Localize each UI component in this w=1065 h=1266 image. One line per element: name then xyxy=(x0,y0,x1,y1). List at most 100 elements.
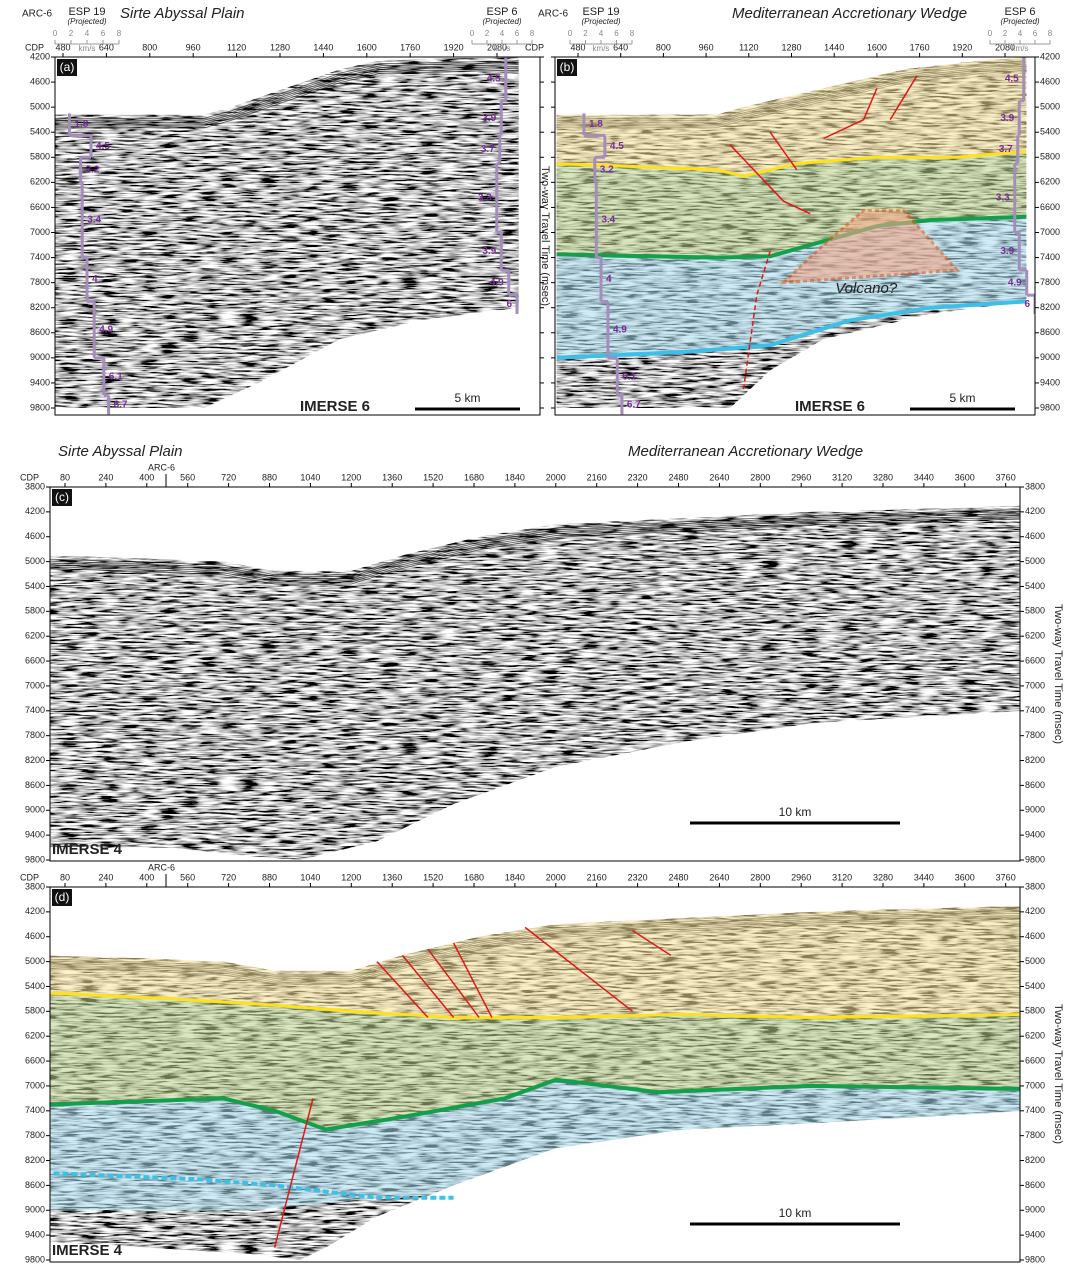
log-tick-label: 0 xyxy=(470,29,475,38)
twt-tick-label: 6200 xyxy=(1025,1031,1045,1041)
fault xyxy=(889,75,918,121)
scale-label: 5 km xyxy=(949,391,975,405)
log-unit: km/s xyxy=(1012,44,1029,53)
horizon xyxy=(556,299,1027,360)
panel-frame xyxy=(554,56,1036,416)
twt-tick-label: 9400 xyxy=(1025,1230,1045,1240)
reflector xyxy=(55,69,519,129)
twt-tick-label: 6600 xyxy=(25,655,45,665)
cdp-tick-label: 800 xyxy=(142,42,157,52)
seismic-data xyxy=(55,57,519,408)
twt-tick-label: 9400 xyxy=(30,377,50,387)
cdp-tick-label: 640 xyxy=(613,42,628,52)
twt-tick-label: 4600 xyxy=(30,76,50,86)
cdp-label: CDP xyxy=(20,472,39,482)
cdp-tick-label: 80 xyxy=(60,872,70,882)
cdp-tick-label: 1200 xyxy=(341,472,361,482)
twt-tick-label: 4600 xyxy=(25,531,45,541)
twt-tick-label: 8200 xyxy=(30,302,50,312)
cdp-tick-label: 560 xyxy=(180,472,195,482)
velocity-label: 4.9 xyxy=(613,324,627,335)
cdp-tick-label: 720 xyxy=(221,472,236,482)
twt-tick-label: 7400 xyxy=(25,1105,45,1115)
twt-tick-label: 7400 xyxy=(1025,1105,1045,1115)
cdp-tick-label: 1360 xyxy=(382,472,402,482)
twt-tick-label: 9000 xyxy=(1025,805,1045,815)
twt-tick-label: 7800 xyxy=(1040,277,1060,287)
section-name: IMERSE 6 xyxy=(300,398,370,415)
velocity-label: 1.8 xyxy=(589,119,603,130)
twt-tick-label: 6600 xyxy=(1025,1055,1045,1065)
cdp-label: CDP xyxy=(20,872,39,882)
fault xyxy=(823,88,878,140)
scale-label: 10 km xyxy=(779,1206,812,1220)
fault xyxy=(273,1098,314,1248)
cdp-tick-label: 1600 xyxy=(867,42,887,52)
twt-tick-label: 9000 xyxy=(25,1205,45,1215)
cdp-tick-label: 1280 xyxy=(781,42,801,52)
twt-tick-label: 6600 xyxy=(1040,202,1060,212)
twt-tick-label: 8200 xyxy=(25,755,45,765)
cdp-tick-label: 1040 xyxy=(300,472,320,482)
log-unit: km/s xyxy=(494,44,511,53)
fault xyxy=(401,954,455,1018)
section-name: IMERSE 6 xyxy=(795,398,865,415)
twt-tick-label: 4200 xyxy=(1040,51,1060,61)
cdp-tick-label: 3120 xyxy=(832,872,852,882)
velocity-label: 4.5 xyxy=(610,141,624,152)
log-tick-label: 0 xyxy=(568,29,573,38)
velocity-label: 4.5 xyxy=(487,74,501,85)
twt-tick-label: 8200 xyxy=(1025,1155,1045,1165)
unit-fill xyxy=(556,57,1027,177)
cdp-tick-label: 2000 xyxy=(546,472,566,482)
velocity-label: 4.5 xyxy=(1005,74,1019,85)
cdp-label: CDP xyxy=(25,42,44,52)
twt-tick-label: 9800 xyxy=(25,1254,45,1264)
cdp-tick-label: 2960 xyxy=(791,472,811,482)
twt-tick-label: 5400 xyxy=(1025,981,1045,991)
cdp-tick-label: 2480 xyxy=(668,872,688,882)
twt-tick-label: 7800 xyxy=(25,730,45,740)
seismic-data xyxy=(50,505,1020,860)
cdp-tick-label: 1920 xyxy=(952,42,972,52)
velocity-label: 3.7 xyxy=(481,144,495,155)
twt-tick-label: 5800 xyxy=(1025,606,1045,616)
twt-tick-label: 4600 xyxy=(1040,76,1060,86)
cdp-tick-label: 2160 xyxy=(587,872,607,882)
fault xyxy=(729,144,811,215)
velocity-label: 3.2 xyxy=(86,164,100,175)
arc-label: ARC-6 xyxy=(22,9,52,20)
panel-a xyxy=(55,57,519,415)
cdp-tick-label: 1840 xyxy=(505,472,525,482)
cdp-tick-label: 1360 xyxy=(382,872,402,882)
velocity-label: 4.9 xyxy=(490,277,504,288)
velocity-label: 1.8 xyxy=(74,119,88,130)
velocity-label: 6.1 xyxy=(622,371,636,382)
twt-tick-label: 3800 xyxy=(25,881,45,891)
twt-tick-label: 7800 xyxy=(1025,730,1045,740)
horizon xyxy=(556,214,1027,260)
twt-tick-label: 4200 xyxy=(30,51,50,61)
twt-tick-label: 6600 xyxy=(25,1055,45,1065)
twt-tick-label: 5000 xyxy=(25,956,45,966)
twt-tick-label: 5400 xyxy=(30,127,50,137)
cdp-tick-label: 1680 xyxy=(464,872,484,882)
cdp-tick-label: 1520 xyxy=(423,472,443,482)
cdp-tick-label: 3120 xyxy=(832,472,852,482)
twt-tick-label: 3800 xyxy=(1025,881,1045,891)
panel-letter: (b) xyxy=(560,60,575,74)
twt-tick-label: 8600 xyxy=(1025,1180,1045,1190)
cdp-tick-label: 400 xyxy=(139,472,154,482)
twt-tick-label: 9000 xyxy=(25,805,45,815)
velocity-label: 3.9 xyxy=(1000,246,1014,257)
log-tick-label: 0 xyxy=(988,29,993,38)
scale-label: 10 km xyxy=(779,805,812,819)
reflector xyxy=(50,514,1020,581)
twt-tick-label: 5800 xyxy=(30,152,50,162)
cdp-tick-label: 880 xyxy=(262,872,277,882)
horizon xyxy=(50,1077,1020,1132)
cdp-tick-label: 800 xyxy=(656,42,671,52)
twt-tick-label: 9400 xyxy=(1040,377,1060,387)
unit-fill xyxy=(50,992,1020,1130)
seismic-clip xyxy=(50,905,1020,1260)
